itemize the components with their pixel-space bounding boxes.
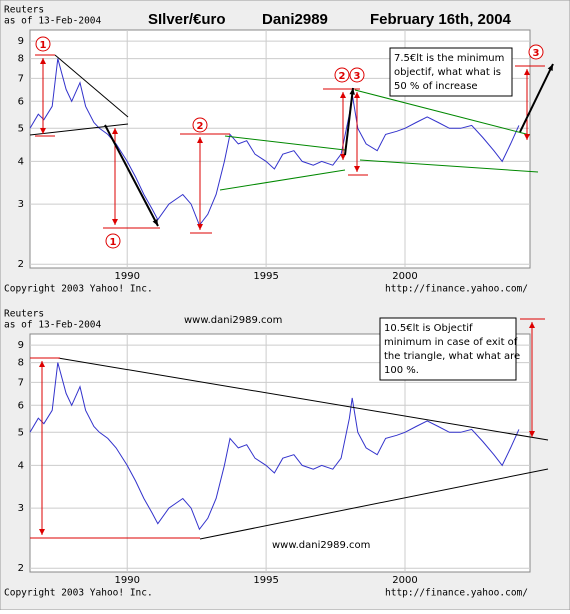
y-tick-label: 5 — [18, 123, 24, 134]
marker-circle — [528, 44, 544, 60]
arrow-head — [529, 322, 535, 328]
annotation-line — [359, 159, 539, 173]
y-tick-label: 9 — [18, 340, 24, 351]
note-text: 100 %. — [384, 365, 419, 376]
watermark: www.dani2989.com — [272, 540, 370, 551]
copyright: Copyright 2003 Yahoo! Inc. — [4, 588, 153, 599]
arrow-head — [547, 64, 553, 71]
arrow — [104, 124, 159, 227]
title: SIlver/€uro — [148, 11, 226, 28]
arrow-head — [340, 92, 346, 98]
copyright: Copyright 2003 Yahoo! Inc. — [4, 284, 153, 295]
url: http://finance.yahoo.com/ — [385, 284, 528, 295]
x-tick-label: 1990 — [114, 575, 139, 586]
as-of: as of 13-Feb-2004 — [4, 320, 102, 331]
arrow-head — [524, 69, 530, 75]
arrow-head — [197, 224, 203, 230]
note-box — [389, 47, 513, 97]
arrow-head — [39, 529, 45, 535]
author: Dani2989 — [262, 11, 328, 28]
note-text: 10.5€lt is Objectif — [384, 323, 473, 334]
note-text: objectif, what what is — [394, 67, 501, 78]
marker-circle — [105, 233, 121, 249]
marker-label: 3 — [354, 71, 361, 82]
y-tick-label: 2 — [18, 563, 24, 574]
arrow — [519, 63, 554, 133]
note-text: 7.5€lt is the minimum — [394, 53, 504, 64]
marker-label: 2 — [339, 71, 346, 82]
y-tick-label: 7 — [18, 377, 24, 388]
arrow-head — [152, 219, 158, 226]
y-tick-label: 7 — [18, 73, 24, 84]
arrow-head — [39, 361, 45, 367]
arrow-head — [112, 128, 118, 134]
x-tick-label: 1995 — [253, 575, 278, 586]
marker-label: 1 — [40, 40, 47, 51]
annotation-line — [354, 89, 531, 136]
note-box — [379, 317, 517, 381]
marker-label: 3 — [533, 48, 540, 59]
x-tick-label: 2000 — [392, 575, 417, 586]
x-tick-label: 1990 — [114, 271, 139, 282]
annotation-line — [54, 54, 129, 118]
arrow-head — [354, 92, 360, 98]
y-tick-label: 3 — [18, 199, 24, 210]
marker-label: 2 — [197, 121, 204, 132]
price-line — [29, 58, 520, 227]
marker-label: 1 — [110, 237, 117, 248]
x-tick-label: 1995 — [253, 271, 278, 282]
note-text: minimum in case of exit of — [384, 337, 518, 348]
arrow-head — [40, 128, 46, 134]
annotation-line — [29, 123, 129, 136]
as-of: as of 13-Feb-2004 — [4, 16, 102, 27]
date: February 16th, 2004 — [370, 11, 512, 28]
watermark: www.dani2989.com — [184, 315, 282, 326]
note-text: the triangle, what what are — [384, 351, 520, 362]
y-tick-label: 8 — [18, 358, 24, 369]
source: Reuters — [4, 309, 44, 320]
url: http://finance.yahoo.com/ — [385, 588, 528, 599]
annotation-line — [224, 135, 346, 151]
arrow-head — [197, 137, 203, 143]
y-tick-label: 8 — [18, 54, 24, 65]
marker-circle — [349, 67, 365, 83]
arrow — [344, 87, 354, 156]
y-tick-label: 4 — [18, 156, 24, 167]
y-tick-label: 4 — [18, 460, 24, 471]
arrow-head — [354, 166, 360, 172]
arrow-head — [529, 431, 535, 437]
marker-circle — [334, 67, 350, 83]
price-line — [29, 362, 520, 531]
note-text: 50 % of increase — [394, 81, 478, 92]
arrow-head — [524, 134, 530, 140]
y-tick-label: 3 — [18, 503, 24, 514]
y-tick-label: 6 — [18, 96, 24, 107]
annotation-line — [199, 468, 549, 540]
arrow-head — [112, 219, 118, 225]
marker-circle — [35, 36, 51, 52]
source: Reuters — [4, 5, 44, 16]
arrow-head — [340, 154, 346, 160]
annotation-line — [219, 169, 346, 191]
y-tick-label: 5 — [18, 427, 24, 438]
y-tick-label: 9 — [18, 36, 24, 47]
y-tick-label: 6 — [18, 400, 24, 411]
x-tick-label: 2000 — [392, 271, 417, 282]
marker-circle — [192, 117, 208, 133]
arrow-head — [40, 58, 46, 64]
y-tick-label: 2 — [18, 259, 24, 270]
arrow-head — [349, 88, 355, 95]
annotation-line — [57, 357, 549, 441]
